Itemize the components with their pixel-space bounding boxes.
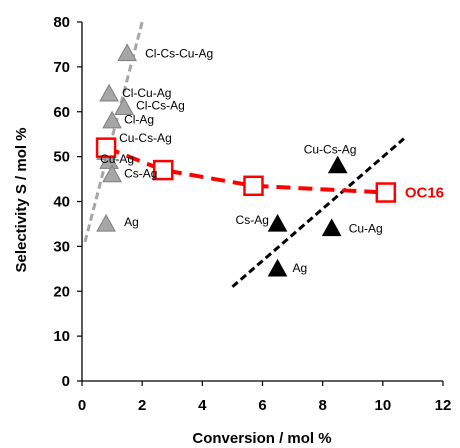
data-point xyxy=(267,213,288,232)
y-axis-title: Selectivity S / mol % xyxy=(13,127,30,272)
data-point xyxy=(114,97,134,115)
point-label: Cl-Cs-Ag xyxy=(136,98,185,112)
y-tick-label: 0 xyxy=(62,373,70,390)
y-tick-label: 80 xyxy=(53,14,70,31)
point-label: Cu-Cs-Ag xyxy=(304,143,357,157)
y-tick-label: 30 xyxy=(53,238,70,255)
data-point xyxy=(243,175,264,197)
data-point xyxy=(102,110,122,129)
x-tick-label: 8 xyxy=(318,397,326,414)
data-point xyxy=(96,213,116,232)
y-tick-label: 60 xyxy=(53,104,70,121)
data-point xyxy=(267,258,288,277)
point-label: Ag xyxy=(124,215,139,229)
point-label: Cu-Ag xyxy=(100,152,134,166)
data-point xyxy=(102,164,122,183)
point-label: Cl-Cu-Ag xyxy=(122,86,171,100)
data-point xyxy=(95,137,117,158)
data-point xyxy=(117,43,137,62)
y-tick-label: 50 xyxy=(53,149,70,166)
point-label: Cl-Cs-Cu-Ag xyxy=(145,46,213,60)
x-axis-title: Conversion / mol % xyxy=(192,430,331,447)
x-tick-label: 6 xyxy=(258,397,266,414)
point-label: Cs-Ag xyxy=(236,213,269,227)
data-point xyxy=(99,83,119,102)
point-label: Cs-Ag xyxy=(124,167,157,181)
x-tick-label: 10 xyxy=(374,397,391,414)
y-tick-label: 70 xyxy=(53,59,70,76)
data-point xyxy=(327,155,348,174)
data-marks xyxy=(95,43,397,277)
data-point xyxy=(375,182,397,203)
x-tick-label: 0 xyxy=(78,397,86,414)
x-tick-label: 2 xyxy=(138,397,146,414)
data-point xyxy=(99,151,119,169)
data-point xyxy=(321,218,342,237)
y-tick-label: 40 xyxy=(53,194,70,211)
y-tick-label: 10 xyxy=(53,328,70,345)
data-point xyxy=(152,159,174,181)
x-tick-label: 4 xyxy=(198,397,207,414)
point-label: Cu-Ag xyxy=(349,221,383,235)
point-label: Cu-Cs-Ag xyxy=(119,131,172,145)
x-tick-label: 12 xyxy=(435,397,452,414)
trend-line xyxy=(231,137,405,288)
point-label: Ag xyxy=(293,261,308,275)
point-label: Cl-Ag xyxy=(124,113,154,127)
y-tick-label: 20 xyxy=(53,283,70,300)
oc16-line xyxy=(105,145,386,195)
axes: 0 10 20 30 40 50 60 70 80 0 2 4 6 8 10 12 xyxy=(53,14,451,414)
series-label: OC16 xyxy=(405,185,444,202)
